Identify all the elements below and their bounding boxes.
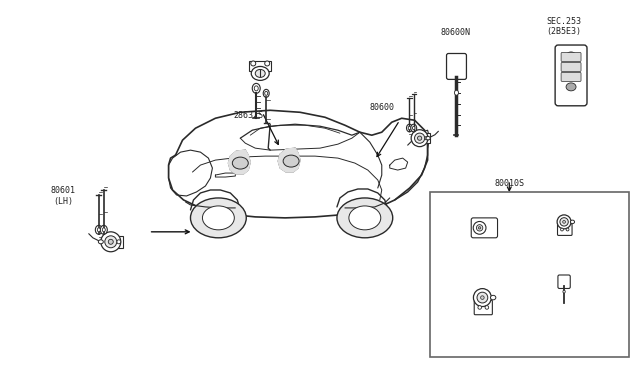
- Ellipse shape: [566, 83, 576, 91]
- FancyBboxPatch shape: [474, 300, 492, 315]
- Circle shape: [476, 225, 483, 231]
- Circle shape: [251, 61, 256, 66]
- Text: SEC.253
(2B5E3): SEC.253 (2B5E3): [547, 17, 582, 36]
- Ellipse shape: [349, 206, 381, 230]
- Ellipse shape: [202, 206, 234, 230]
- Circle shape: [417, 136, 422, 140]
- Circle shape: [473, 221, 486, 234]
- Ellipse shape: [102, 228, 106, 232]
- Circle shape: [108, 239, 113, 244]
- Ellipse shape: [412, 126, 415, 130]
- Ellipse shape: [408, 126, 411, 130]
- Ellipse shape: [454, 90, 458, 95]
- Text: 80601
(LH): 80601 (LH): [51, 186, 76, 206]
- Bar: [249, 61, 271, 71]
- Circle shape: [415, 133, 425, 143]
- Circle shape: [425, 137, 428, 140]
- Circle shape: [411, 130, 428, 147]
- Ellipse shape: [411, 124, 417, 132]
- Ellipse shape: [97, 228, 100, 232]
- Ellipse shape: [191, 198, 246, 238]
- Bar: [107, 236, 123, 248]
- Circle shape: [265, 61, 269, 66]
- Text: 80600: 80600: [369, 103, 394, 112]
- Polygon shape: [278, 148, 300, 172]
- Ellipse shape: [99, 240, 103, 244]
- Polygon shape: [168, 110, 428, 218]
- FancyBboxPatch shape: [561, 52, 581, 61]
- Circle shape: [557, 215, 571, 229]
- Ellipse shape: [406, 124, 412, 132]
- Bar: [416, 133, 430, 143]
- Polygon shape: [228, 150, 250, 174]
- Circle shape: [105, 236, 116, 248]
- Text: 28632S: 28632S: [233, 111, 263, 120]
- Ellipse shape: [426, 137, 430, 140]
- Circle shape: [116, 240, 121, 244]
- Circle shape: [101, 232, 121, 252]
- Ellipse shape: [255, 70, 265, 77]
- Circle shape: [561, 228, 563, 231]
- Ellipse shape: [95, 225, 102, 234]
- FancyBboxPatch shape: [561, 73, 581, 81]
- Ellipse shape: [263, 89, 269, 97]
- Circle shape: [478, 306, 481, 309]
- Circle shape: [418, 137, 421, 140]
- FancyBboxPatch shape: [447, 54, 467, 79]
- FancyBboxPatch shape: [558, 275, 570, 288]
- Ellipse shape: [490, 295, 496, 300]
- Bar: [429, 192, 629, 357]
- Ellipse shape: [252, 83, 260, 93]
- FancyBboxPatch shape: [555, 45, 587, 106]
- Circle shape: [560, 218, 568, 226]
- Circle shape: [563, 221, 566, 223]
- Text: J99800PN: J99800PN: [569, 350, 609, 359]
- FancyBboxPatch shape: [471, 218, 497, 238]
- Ellipse shape: [232, 157, 248, 169]
- Ellipse shape: [283, 155, 299, 167]
- Text: 80010S: 80010S: [494, 179, 524, 187]
- FancyBboxPatch shape: [557, 224, 572, 235]
- Circle shape: [479, 227, 481, 229]
- Ellipse shape: [337, 198, 393, 238]
- Circle shape: [477, 292, 488, 303]
- Ellipse shape: [566, 52, 576, 60]
- Circle shape: [566, 228, 569, 231]
- Ellipse shape: [254, 86, 258, 91]
- Circle shape: [109, 240, 113, 244]
- Ellipse shape: [252, 67, 269, 80]
- Text: 80600N: 80600N: [440, 28, 470, 37]
- Circle shape: [474, 289, 492, 307]
- Ellipse shape: [100, 225, 108, 234]
- Circle shape: [481, 296, 484, 299]
- FancyBboxPatch shape: [561, 62, 581, 71]
- Ellipse shape: [563, 290, 565, 293]
- Circle shape: [485, 306, 489, 309]
- Ellipse shape: [570, 220, 575, 224]
- Ellipse shape: [265, 92, 268, 95]
